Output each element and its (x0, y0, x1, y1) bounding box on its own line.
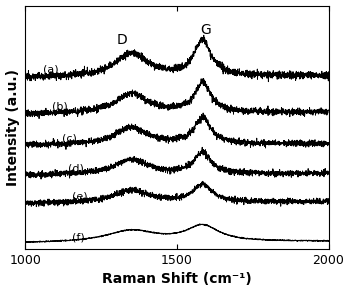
Text: G: G (200, 23, 211, 37)
Text: (f): (f) (72, 232, 85, 242)
Text: (b): (b) (52, 102, 68, 112)
Text: (e): (e) (72, 192, 88, 202)
Text: (a): (a) (43, 65, 59, 74)
X-axis label: Raman Shift (cm⁻¹): Raman Shift (cm⁻¹) (102, 272, 252, 286)
Text: (d): (d) (68, 164, 83, 173)
Text: D: D (117, 33, 127, 47)
Text: (c): (c) (62, 134, 76, 144)
Y-axis label: Intensity (a.u.): Intensity (a.u.) (6, 69, 20, 186)
